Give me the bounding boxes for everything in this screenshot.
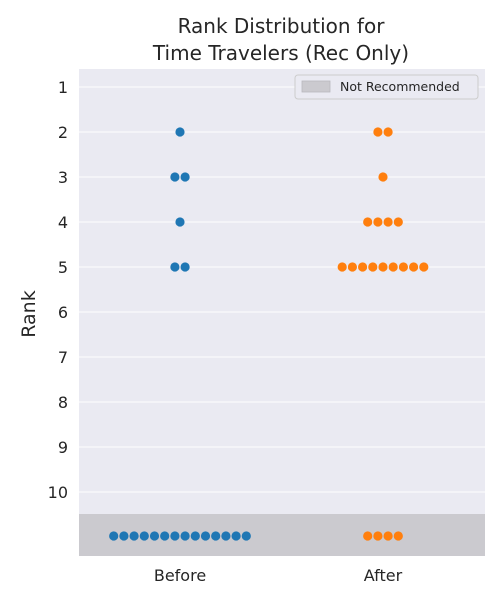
before-not-recommended-point-10	[200, 531, 211, 541]
before-rank-5-point-1	[170, 262, 180, 272]
legend-swatch-not-recommended	[301, 80, 331, 93]
legend: Not Recommended	[294, 74, 479, 100]
after-rank-5-point-2	[347, 262, 357, 272]
before-rank-2-point-1	[175, 127, 185, 137]
x-axis-ticks: Before After	[154, 566, 403, 585]
y-tick-label-2: 2	[58, 123, 68, 142]
y-tick-label-3: 3	[58, 168, 68, 187]
before-not-recommended-point-12	[221, 531, 231, 541]
after-not-recommended-point-3	[383, 531, 393, 541]
y-tick-label-5: 5	[58, 258, 68, 277]
before-rank-3-point-1	[170, 172, 180, 182]
after-rank-2-point-1	[373, 127, 383, 137]
after-rank-5-point-7	[398, 262, 408, 272]
y-tick-label-7: 7	[58, 348, 68, 367]
grid-lines	[79, 86, 485, 493]
y-tick-label-8: 8	[58, 393, 68, 412]
x-tick-label-after: After	[364, 566, 403, 585]
after-rank-5-point-6	[388, 262, 398, 272]
y-tick-label-9: 9	[58, 438, 68, 457]
before-rank-3-point-2	[180, 172, 190, 182]
before-not-recommended-point-5	[149, 531, 160, 541]
after-not-recommended-point-2	[373, 531, 383, 541]
after-rank-3-point-1	[378, 172, 388, 182]
y-tick-label-10: 10	[48, 483, 68, 502]
after-rank-5-point-9	[419, 262, 429, 272]
after-rank-4-point-1	[363, 217, 373, 227]
x-tick-label-before: Before	[154, 566, 206, 585]
y-tick-label-4: 4	[58, 213, 68, 232]
data-points	[109, 127, 429, 541]
after-rank-5-point-4	[368, 262, 378, 272]
before-not-recommended-point-7	[170, 531, 180, 541]
before-not-recommended-point-2	[119, 531, 129, 541]
y-tick-label-6: 6	[58, 303, 68, 322]
before-not-recommended-point-3	[129, 531, 139, 541]
y-tick-label-1: 1	[58, 78, 68, 97]
after-rank-5-point-3	[358, 262, 368, 272]
after-rank-4-point-3	[383, 217, 393, 227]
before-not-recommended-point-13	[231, 531, 241, 541]
after-rank-2-point-2	[383, 127, 393, 137]
after-rank-5-point-5	[378, 262, 388, 272]
before-rank-4-point-1	[175, 217, 185, 227]
before-not-recommended-point-11	[211, 531, 221, 541]
after-not-recommended-point-1	[363, 531, 373, 541]
before-not-recommended-point-14	[241, 531, 251, 541]
before-not-recommended-point-6	[160, 531, 170, 541]
y-axis-label: Rank	[18, 290, 40, 337]
after-rank-5-point-8	[409, 262, 419, 272]
chart-title-line-1: Rank Distribution for	[178, 14, 386, 38]
after-not-recommended-point-4	[393, 531, 403, 541]
y-axis-ticks: 1 2 3 4 5 6 7 8 9 10	[48, 78, 68, 502]
before-not-recommended-point-8	[180, 531, 190, 541]
before-not-recommended-point-9	[190, 531, 200, 541]
legend-frame	[294, 74, 479, 100]
after-rank-4-point-2	[373, 217, 383, 227]
legend-label-not-recommended: Not Recommended	[340, 79, 460, 94]
after-rank-4-point-4	[393, 217, 403, 227]
before-rank-5-point-2	[180, 262, 190, 272]
before-not-recommended-point-4	[139, 531, 149, 541]
chart-title-line-2: Time Travelers (Rec Only)	[152, 41, 409, 65]
before-not-recommended-point-1	[109, 531, 119, 541]
after-rank-5-point-1	[337, 262, 347, 272]
